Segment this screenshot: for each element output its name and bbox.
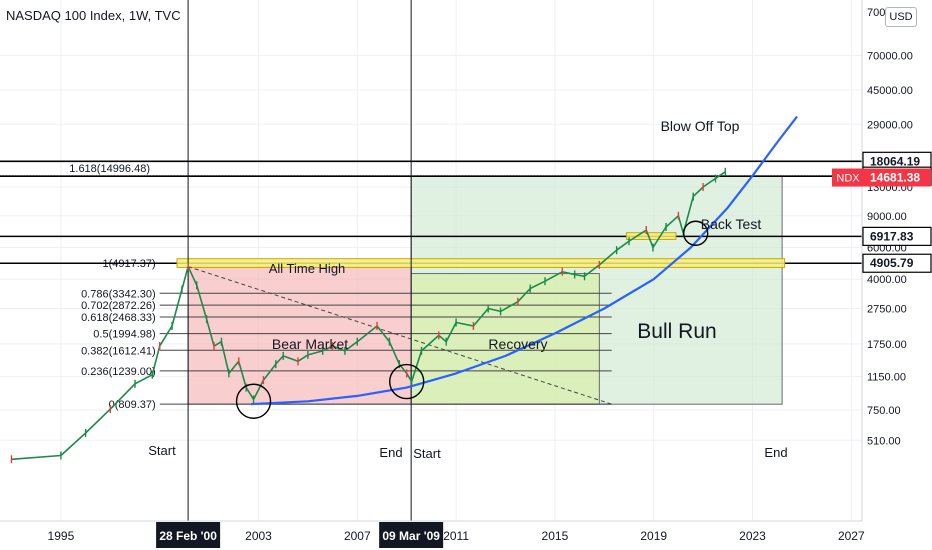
x-tick-label-0: 1995 (48, 529, 75, 543)
level-badge-label-0: 18064.19 (870, 154, 920, 168)
fib-label-8: 0(809.37) (109, 399, 156, 411)
label-end-1: End (379, 445, 402, 460)
fib-label-0: 1.618(14996.48) (69, 163, 150, 175)
level-badge-2 (862, 226, 932, 246)
annotation-circle-1 (389, 363, 425, 400)
growth-curve-line (251, 115, 798, 406)
y-tick-label-7: 2750.00 (867, 304, 907, 316)
x-tick-label-7: 2027 (838, 529, 865, 543)
marker-badge-label-1: 09 Mar '09 (382, 529, 440, 543)
label-start-1: Start (148, 443, 176, 458)
currency-button[interactable]: USD (885, 7, 917, 27)
marker-badge-0 (156, 522, 221, 548)
x-tick-label-2: 2007 (344, 529, 371, 543)
ndx-symbol-label: NDX (836, 173, 860, 185)
y-tick-label-10: 750.00 (867, 405, 901, 417)
label-all-time-high: All Time High (269, 261, 346, 276)
price-badge (863, 168, 931, 187)
diagonal-dashed-line (187, 266, 612, 405)
annotation-circle-0 (235, 383, 272, 419)
label-recovery: Recovery (488, 336, 547, 352)
label-back-test: Back Test (701, 216, 762, 232)
fib-label-6: 0.382(1612.41) (81, 345, 156, 357)
x-tick-label-3: 2011 (443, 529, 469, 543)
highlight-band-1 (626, 232, 677, 240)
label-blow-off-top: Blow Off Top (661, 118, 740, 134)
price-axis[interactable] (862, 0, 932, 550)
y-tick-label-8: 1750.00 (867, 339, 907, 351)
label-end-2: End (764, 445, 787, 460)
fib-label-7: 0.236(1239.00) (81, 366, 156, 378)
marker-badge-1 (379, 522, 444, 548)
label-bear-market: Bear Market (272, 336, 348, 352)
level-badge-label-3: 4905.79 (870, 256, 914, 270)
y-tick-label-4: 9000.00 (867, 211, 907, 223)
fib-label-2: 0.786(3342.30) (81, 288, 156, 300)
y-tick-label-9: 1150.00 (867, 372, 906, 384)
y-tick-label-6: 4000.00 (867, 274, 907, 286)
y-tick-label-1: 45000.00 (867, 85, 913, 97)
price-badge-label: 14681.38 (870, 171, 920, 185)
label-bull-run: Bull Run (637, 320, 716, 343)
level-badge-3 (862, 253, 932, 273)
y-tick-label-11: 510.00 (867, 435, 901, 447)
fib-label-4: 0.618(2468.33) (81, 312, 156, 324)
label-start-2: Start (413, 446, 441, 461)
x-tick-label-1: 2003 (245, 529, 272, 543)
level-badge-label-2: 6917.83 (870, 229, 914, 243)
highlight-band-0 (176, 258, 786, 268)
x-tick-label-4: 2015 (542, 529, 569, 543)
marker-badge-label-0: 28 Feb '00 (159, 529, 217, 543)
chart-title: NASDAQ 100 Index, 1W, TVC (6, 8, 181, 23)
annotation-circle-2 (682, 220, 709, 246)
fib-label-5: 0.5(1994.98) (93, 329, 155, 341)
x-tick-label-6: 2023 (739, 529, 766, 543)
fib-label-1: 1(4917.37) (102, 258, 155, 270)
time-axis[interactable] (0, 521, 932, 550)
fib-label-3: 0.702(2872.26) (81, 300, 156, 312)
ndx-symbol-badge (832, 168, 864, 187)
x-tick-label-5: 2019 (640, 529, 667, 543)
y-tick-label-2: 29000.00 (867, 119, 913, 131)
y-tick-label-0: 70000.00 (867, 50, 913, 62)
